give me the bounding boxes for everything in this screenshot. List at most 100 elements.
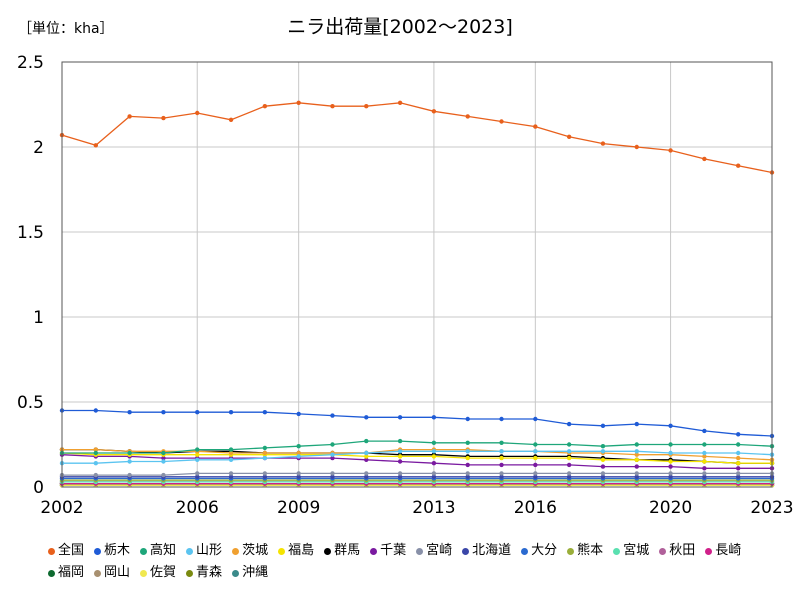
legend-label: 熊本 [577, 540, 603, 562]
data-point [263, 410, 267, 414]
y-tick-label: 2 [33, 138, 44, 158]
legend-item: 沖縄 [232, 562, 268, 584]
y-tick-label: 2.5 [17, 53, 44, 73]
legend-marker [140, 548, 147, 555]
legend-label: 群馬 [334, 540, 360, 562]
legend-item: 岡山 [94, 562, 130, 584]
data-point [736, 432, 740, 436]
legend-item: 山形 [186, 540, 222, 562]
series-line [62, 103, 772, 173]
legend-label: 長崎 [715, 540, 741, 562]
data-point [702, 466, 706, 470]
legend-label: 福岡 [58, 562, 84, 584]
legend-item: 長崎 [705, 540, 741, 562]
data-point [398, 101, 402, 105]
data-point [263, 451, 267, 455]
x-tick-label: 2016 [514, 498, 557, 518]
legend-marker [232, 548, 239, 555]
data-point [432, 454, 436, 458]
data-point [432, 471, 436, 475]
data-point [263, 456, 267, 460]
data-point [601, 471, 605, 475]
legend-marker [140, 570, 147, 577]
data-point [161, 410, 165, 414]
data-point [533, 442, 537, 446]
x-tick-label: 2020 [649, 498, 692, 518]
data-point [702, 471, 706, 475]
legend-label: 沖縄 [242, 562, 268, 584]
data-point [127, 459, 131, 463]
legend-marker [659, 548, 666, 555]
data-point [499, 449, 503, 453]
data-point [736, 456, 740, 460]
data-point [94, 473, 98, 477]
legend-item: 千葉 [370, 540, 406, 562]
legend-marker [521, 548, 528, 555]
data-point [567, 135, 571, 139]
legend-item: 全国 [48, 540, 84, 562]
y-tick-label: 1.5 [17, 223, 44, 243]
data-point [466, 449, 470, 453]
data-point [702, 451, 706, 455]
data-point [229, 410, 233, 414]
y-tick-labels: 0 0.5 1 1.5 2 2.5 [17, 53, 44, 498]
data-point [432, 109, 436, 113]
data-point [499, 471, 503, 475]
data-point [736, 451, 740, 455]
data-point [195, 447, 199, 451]
data-point [499, 463, 503, 467]
legend-marker [94, 548, 101, 555]
data-point [432, 415, 436, 419]
data-point [364, 104, 368, 108]
data-point [229, 458, 233, 462]
series-全国 [60, 101, 774, 175]
y-tick-label: 0 [33, 478, 44, 498]
data-point [736, 164, 740, 168]
legend-item: 熊本 [567, 540, 603, 562]
legend-item: 北海道 [462, 540, 511, 562]
data-point [466, 417, 470, 421]
legend-label: 宮崎 [426, 540, 452, 562]
data-point [127, 114, 131, 118]
data-point [466, 471, 470, 475]
data-point [635, 145, 639, 149]
data-point [567, 449, 571, 453]
data-point [263, 446, 267, 450]
legend-item: 茨城 [232, 540, 268, 562]
data-point [94, 408, 98, 412]
data-point [466, 114, 470, 118]
data-point [330, 413, 334, 417]
legend-marker [186, 548, 193, 555]
data-point [466, 456, 470, 460]
x-tick-label: 2013 [412, 498, 455, 518]
series-line [62, 411, 772, 437]
data-point [499, 456, 503, 460]
data-point [398, 439, 402, 443]
data-point [195, 410, 199, 414]
legend-label: 佐賀 [150, 562, 176, 584]
legend-marker [186, 570, 193, 577]
legend-marker [48, 570, 55, 577]
data-point [736, 461, 740, 465]
data-point [263, 471, 267, 475]
data-point [635, 449, 639, 453]
data-point [499, 119, 503, 123]
data-point [94, 143, 98, 147]
data-point [127, 473, 131, 477]
data-point [398, 415, 402, 419]
x-tick-labels: 2002 2006 2009 2013 2016 2020 2023 [40, 498, 793, 518]
legend-label: 岡山 [104, 562, 130, 584]
legend-label: 福島 [288, 540, 314, 562]
data-point [533, 456, 537, 460]
series-line [62, 473, 772, 475]
data-point [533, 417, 537, 421]
legend-label: 全国 [58, 540, 84, 562]
legend-label: 山形 [196, 540, 222, 562]
legend-item: 群馬 [324, 540, 360, 562]
data-point [668, 464, 672, 468]
data-point [432, 441, 436, 445]
data-point [601, 464, 605, 468]
legend: 全国 栃木 高知 山形 茨城 福島 群馬 千葉 宮崎 北海道 大分 熊本 宮城 秋田 長崎 福岡 岡山 佐賀 青森 沖… [48, 540, 788, 584]
data-point [127, 451, 131, 455]
